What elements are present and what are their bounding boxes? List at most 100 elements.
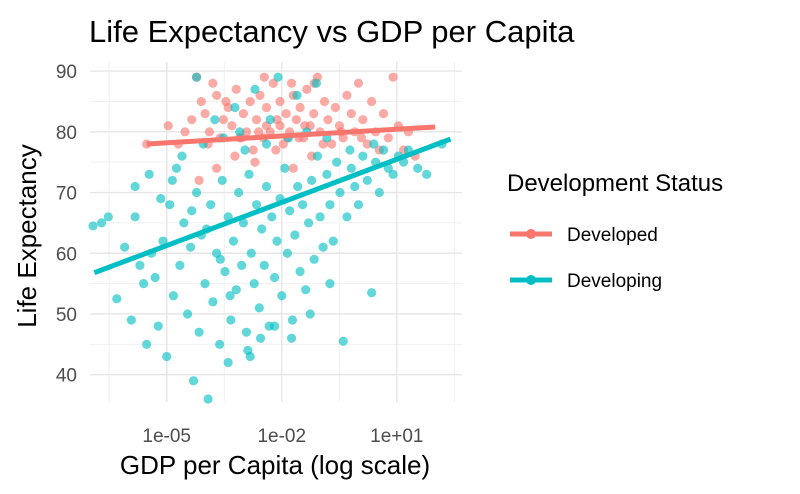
data-point	[191, 187, 202, 198]
data-point	[220, 266, 230, 277]
data-point	[312, 151, 323, 161]
data-point	[293, 181, 303, 192]
data-point	[163, 121, 173, 131]
data-point	[254, 127, 264, 137]
data-point	[187, 206, 197, 216]
data-point	[218, 115, 228, 125]
legend-key-developed	[510, 229, 552, 239]
data-point	[210, 115, 220, 125]
data-point	[311, 78, 322, 88]
data-point	[251, 200, 262, 210]
data-point	[135, 260, 145, 270]
data-point	[345, 145, 355, 155]
data-point	[194, 327, 204, 337]
data-point	[130, 212, 140, 222]
data-point	[374, 187, 384, 198]
data-point	[259, 72, 269, 82]
data-point	[295, 102, 305, 113]
data-point	[413, 163, 423, 173]
data-point	[280, 163, 290, 173]
data-point	[212, 90, 222, 100]
data-point	[286, 333, 297, 343]
data-point	[177, 151, 187, 161]
data-point	[328, 236, 338, 246]
data-point	[342, 212, 352, 222]
data-point	[369, 139, 379, 149]
data-point	[235, 127, 245, 137]
data-point	[162, 351, 172, 362]
y-tick-label: 80	[56, 123, 77, 144]
data-point	[191, 72, 202, 82]
series-developing-trend-line	[93, 136, 452, 276]
data-point	[221, 96, 231, 107]
data-point	[238, 109, 249, 119]
data-point	[250, 157, 260, 167]
data-point	[367, 96, 377, 107]
data-point	[346, 163, 356, 173]
data-point	[275, 121, 285, 131]
data-point	[388, 169, 398, 179]
series-developed-trend-line	[146, 124, 436, 147]
y-tick-label: 90	[56, 62, 77, 83]
data-point	[231, 84, 241, 94]
y-tick-label: 60	[56, 244, 77, 265]
data-point	[275, 96, 285, 107]
data-point	[231, 285, 241, 295]
data-point	[342, 90, 352, 100]
data-point	[168, 291, 179, 301]
data-point	[319, 96, 330, 107]
data-point	[208, 297, 218, 307]
data-point	[261, 181, 272, 192]
data-point	[187, 115, 197, 125]
data-point	[422, 169, 432, 179]
data-point	[255, 333, 266, 343]
data-point	[139, 279, 149, 289]
data-point	[251, 115, 262, 125]
data-point	[142, 339, 152, 349]
axis-ticks: 40 50 60 70 80 90 1e-05 1e-02 1e+01	[56, 62, 424, 447]
plot-gridlines	[90, 62, 462, 402]
plot-series	[88, 72, 452, 404]
data-point	[273, 72, 283, 82]
legend-label-developed: Developed	[567, 225, 658, 246]
data-point	[112, 294, 122, 304]
data-point	[203, 394, 213, 404]
data-point	[301, 285, 311, 295]
data-point	[120, 242, 130, 252]
data-point	[241, 327, 252, 337]
data-point	[226, 315, 236, 325]
data-point	[144, 169, 154, 179]
data-point	[245, 351, 255, 362]
data-point	[240, 145, 250, 155]
data-point	[96, 218, 107, 228]
data-point	[269, 272, 280, 283]
legend: Development Status Developed Developing	[507, 170, 723, 292]
data-point	[287, 315, 298, 325]
data-point	[103, 212, 113, 222]
data-point	[215, 339, 225, 349]
data-point	[277, 291, 287, 301]
data-point	[350, 181, 360, 192]
data-point	[215, 254, 225, 264]
data-point	[305, 309, 315, 319]
data-point	[225, 291, 235, 301]
data-point	[383, 133, 393, 143]
data-point	[259, 260, 269, 270]
data-point	[257, 224, 267, 234]
data-point	[303, 218, 314, 228]
data-point	[335, 187, 345, 198]
data-point	[182, 309, 193, 319]
data-point	[245, 96, 255, 107]
data-point	[261, 139, 272, 149]
x-tick-label: 1e+01	[370, 426, 423, 447]
data-point	[200, 279, 210, 289]
data-point	[286, 78, 297, 88]
legend-label-developing: Developing	[567, 271, 662, 292]
data-point	[180, 127, 190, 137]
data-point	[358, 151, 368, 161]
data-point	[315, 212, 325, 222]
data-point	[227, 121, 237, 131]
legend-title: Development Status	[507, 170, 723, 197]
legend-key-developing	[510, 275, 552, 285]
